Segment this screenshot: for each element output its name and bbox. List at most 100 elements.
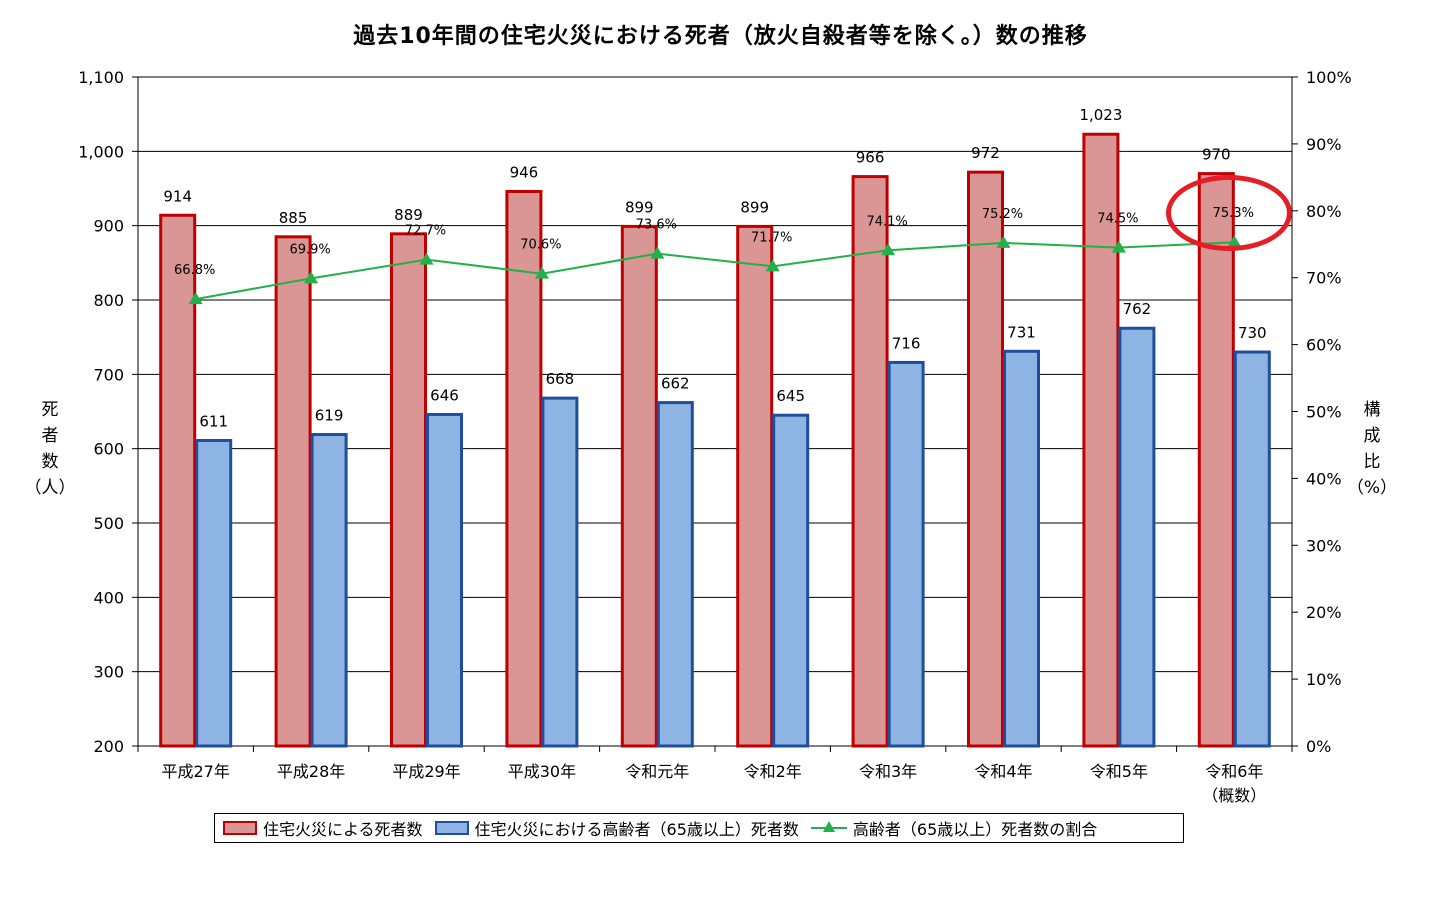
data-label-elderly: 662 <box>661 375 690 393</box>
bar-elderly <box>887 360 925 748</box>
legend-swatch-elderly <box>434 821 469 835</box>
legend: 住宅火災による死者数 住宅火災における高齢者（65歳以上）死者数 高齢者（65歳… <box>214 813 1184 843</box>
x-tick-label: 平成27年 <box>162 762 230 781</box>
legend-label-ratio: 高齢者（65歳以上）死者数の割合 <box>852 820 1098 839</box>
y-tick-label: 900 <box>93 217 124 236</box>
y-left-title-char: 数 <box>41 452 59 472</box>
bar-total <box>967 170 1004 748</box>
data-label-ratio: 74.1% <box>866 214 907 229</box>
y-left-title-char: 者 <box>41 426 59 446</box>
data-label-total: 972 <box>971 144 1000 162</box>
data-label-elderly: 611 <box>199 412 228 430</box>
legend-label-elderly: 住宅火災における高齢者（65歳以上）死者数 <box>474 820 799 839</box>
y2-tick-label: 50% <box>1306 403 1342 422</box>
legend-item-elderly: 住宅火災における高齢者（65歳以上）死者数 <box>434 816 799 840</box>
y-right-title-char: 成 <box>1363 426 1381 446</box>
y2-tick-label: 0% <box>1306 737 1331 756</box>
data-label-elderly: 762 <box>1123 300 1152 318</box>
bar-total <box>390 232 427 748</box>
y-left-title-char: 死 <box>41 400 59 420</box>
data-label-ratio: 74.5% <box>1097 212 1138 227</box>
data-label-total: 899 <box>740 198 769 216</box>
data-label-total: 914 <box>163 187 192 205</box>
x-tick-label: 平成29年 <box>392 762 460 781</box>
legend-label-total: 住宅火災による死者数 <box>263 820 423 839</box>
ratio-marker <box>881 243 896 256</box>
bar-elderly <box>1233 350 1271 748</box>
bar-elderly <box>1003 349 1040 748</box>
ratio-marker <box>188 292 203 305</box>
bar-elderly <box>772 413 810 748</box>
y2-tick-label: 70% <box>1306 269 1342 288</box>
y-tick-label: 200 <box>93 737 124 756</box>
y-tick-label: 500 <box>93 514 124 533</box>
data-label-total: 970 <box>1202 146 1231 164</box>
y-axis-right-title: 構 成 比 （%） <box>1347 397 1397 501</box>
bar-total <box>736 224 774 748</box>
y-right-title-char: 比 <box>1363 452 1381 472</box>
bar-elderly <box>1118 326 1156 748</box>
bar-elderly <box>310 433 348 748</box>
y-tick-label: 800 <box>93 291 124 310</box>
chart-title: 過去10年間の住宅火災における死者（放火自殺者等を除く。）数の推移 <box>353 24 1088 49</box>
data-label-ratio: 70.6% <box>520 238 561 253</box>
y-left-title-char: （人） <box>24 478 76 498</box>
ratio-marker <box>419 252 434 265</box>
data-label-total: 889 <box>394 206 423 224</box>
legend-swatch-ratio <box>810 821 847 835</box>
y-tick-label: 600 <box>93 440 124 459</box>
legend-item-ratio: 高齢者（65歳以上）死者数の割合 <box>810 816 1098 840</box>
highlight-ellipse <box>1166 175 1292 251</box>
x-tick-label: 平成28年 <box>277 762 345 781</box>
bar-elderly <box>541 396 579 748</box>
ratio-marker <box>650 246 665 259</box>
bar-elderly <box>656 401 694 748</box>
legend-swatch-total <box>223 821 257 835</box>
x-tick-label: 令和5年 <box>1090 762 1148 781</box>
y-tick-label: 300 <box>93 663 124 682</box>
bar-elderly <box>426 412 463 748</box>
y2-tick-label: 90% <box>1306 135 1342 154</box>
y2-tick-label: 80% <box>1306 202 1342 221</box>
data-label-ratio: 75.2% <box>982 207 1023 222</box>
legend-item-total: 住宅火災による死者数 <box>223 816 423 840</box>
bar-total <box>620 224 658 748</box>
data-label-ratio: 71.7% <box>751 230 792 245</box>
y2-tick-label: 40% <box>1306 469 1342 488</box>
ratio-line <box>195 241 1235 301</box>
x-tick-label: 平成30年 <box>508 762 576 781</box>
y2-tick-label: 30% <box>1306 536 1342 555</box>
y2-tick-label: 60% <box>1306 336 1342 355</box>
y2-tick-label: 20% <box>1306 603 1342 622</box>
bar-total <box>274 235 312 748</box>
data-label-elderly: 730 <box>1238 324 1267 342</box>
y-right-title-char: 構 <box>1363 400 1381 420</box>
data-label-elderly: 716 <box>892 334 921 352</box>
y2-tick-label: 100% <box>1306 68 1352 87</box>
bar-elderly <box>195 438 233 748</box>
data-label-elderly: 645 <box>776 387 805 405</box>
x-tick-label: 令和2年 <box>744 762 802 781</box>
data-label-ratio: 72.7% <box>405 224 446 239</box>
data-label-ratio: 73.6% <box>636 218 677 233</box>
bar-total <box>1082 132 1120 748</box>
ratio-marker <box>996 235 1011 248</box>
data-label-ratio: 69.9% <box>289 242 330 257</box>
data-label-elderly: 619 <box>315 407 344 425</box>
ratio-marker <box>765 259 780 272</box>
data-label-elderly: 646 <box>430 386 459 404</box>
data-label-total: 899 <box>625 198 654 216</box>
ratio-marker <box>304 271 319 284</box>
bar-total <box>159 213 197 748</box>
data-label-total: 885 <box>279 209 308 227</box>
x-tick-label: 令和6年 <box>1205 762 1263 781</box>
y2-tick-label: 10% <box>1306 670 1342 689</box>
data-label-ratio: 66.8% <box>174 263 215 278</box>
x-tick-label: 令和3年 <box>859 762 917 781</box>
y-tick-label: 1,100 <box>78 68 124 87</box>
x-tick-label: 令和4年 <box>974 762 1032 781</box>
data-label-total: 946 <box>510 163 539 181</box>
x-tick-sublabel: （概数） <box>1202 786 1266 805</box>
y-tick-label: 700 <box>93 365 124 384</box>
